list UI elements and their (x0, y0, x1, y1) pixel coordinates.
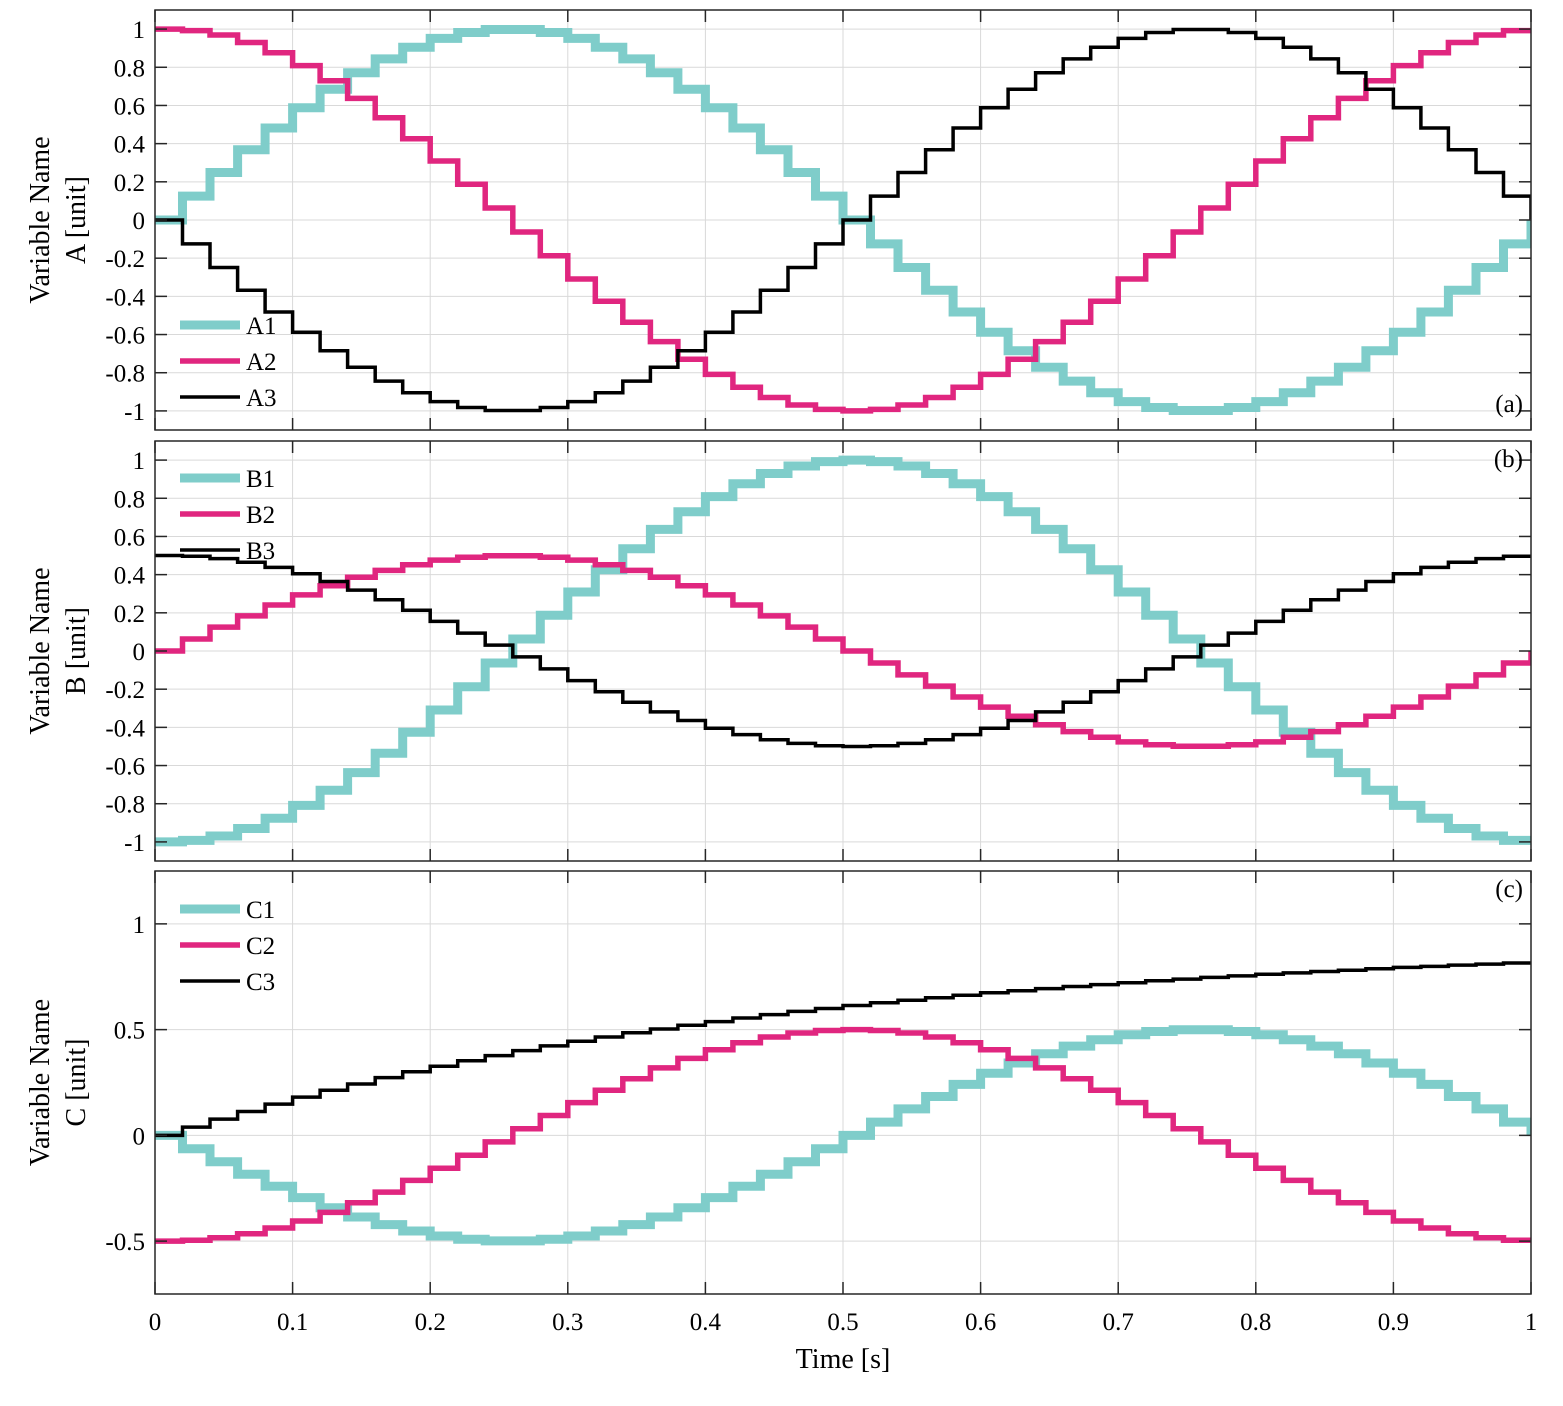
y-tick-label: 0.4 (114, 132, 146, 159)
y-tick-label: -0.2 (105, 246, 145, 273)
legend: A1 A2 A3 (180, 313, 277, 412)
y-tick-label: 0.5 (114, 1018, 145, 1045)
x-tick-label: 0.8 (1240, 1309, 1271, 1336)
panel-3: -0.5 0 0.5 1 Variable Name C [unit] (c) C1 C2 C3 (25, 870, 1532, 1295)
y-tick-label: 0.2 (114, 601, 145, 628)
legend-label-C2: C2 (246, 933, 275, 960)
y-axis-title: Variable Name C [unit] (25, 999, 92, 1166)
y-tick-label: -0.4 (105, 715, 145, 742)
series-B3 (155, 553, 1531, 749)
y-tick-label: 0 (133, 1123, 146, 1150)
x-tick-label: 0.3 (552, 1309, 583, 1336)
panel-label: (c) (1495, 876, 1523, 903)
ticks (154, 441, 1532, 861)
y-tick-label: 0.8 (114, 486, 145, 513)
legend-label-A3: A3 (246, 385, 277, 412)
y-tick-label: 0 (133, 208, 146, 235)
series-B2 (155, 552, 1531, 750)
x-tick-label: 0.2 (415, 1309, 446, 1336)
x-tick-label: 0.6 (965, 1309, 996, 1336)
panel-label: (b) (1494, 446, 1523, 473)
y-tick-label: 0.6 (114, 524, 145, 551)
y-tick-label: 0.8 (114, 55, 145, 82)
panels: -1 -0.8 -0.6 -0.4 -0.2 0 0.2 0.4 0.6 0.8 1 Variable… (25, 9, 1538, 1336)
series-C2 (155, 1026, 1531, 1244)
x-tick-label: 0.4 (690, 1309, 722, 1336)
legend-label-B3: B3 (246, 538, 275, 565)
ticks (154, 10, 1532, 430)
x-tick-labels: 0 0.1 0.2 0.3 0.4 0.5 0.6 0.7 0.8 0.9 1 (149, 1309, 1538, 1336)
panel-label: (a) (1495, 391, 1523, 418)
y-axis-title-line1: Variable Name (25, 999, 56, 1166)
y-tick-label: 0.2 (114, 170, 145, 197)
legend-label-C3: C3 (246, 969, 275, 996)
y-axis-title-line1: Variable Name (25, 136, 56, 303)
legend-label-B2: B2 (246, 502, 275, 529)
y-axis-title-line2: B [unit] (61, 607, 92, 695)
series-group (155, 455, 1531, 847)
y-tick-label: -0.2 (105, 677, 145, 704)
legend: B1 B2 B3 (180, 466, 275, 565)
y-axis-title-line2: A [unit] (61, 176, 92, 264)
series-group (155, 25, 1531, 415)
series-A3 (155, 27, 1531, 413)
y-tick-label: 1 (133, 912, 146, 939)
y-axis-title: Variable Name A [unit] (25, 136, 92, 303)
y-tick-label: 1 (133, 17, 146, 44)
y-tick-label: 1 (133, 448, 146, 475)
series-A2 (155, 26, 1531, 414)
y-tick-label: -0.6 (105, 323, 145, 350)
y-tick-label: -0.8 (105, 792, 145, 819)
y-tick-label: -0.5 (105, 1229, 145, 1256)
y-axis-title: Variable Name B [unit] (25, 567, 92, 734)
y-tick-label: -1 (124, 399, 145, 426)
y-tick-label: -1 (124, 830, 145, 857)
x-tick-label: 0.1 (277, 1309, 308, 1336)
y-tick-label: -0.6 (105, 754, 145, 781)
panel-2: -1 -0.8 -0.6 -0.4 -0.2 0 0.2 0.4 0.6 0.8 1 Variable… (25, 440, 1532, 862)
legend: C1 C2 C3 (180, 897, 275, 996)
x-tick-label: 0.9 (1378, 1309, 1409, 1336)
legend-label-C1: C1 (246, 897, 275, 924)
series-C1 (155, 1025, 1531, 1246)
y-tick-label: 0.6 (114, 93, 145, 120)
series-C3 (155, 961, 1531, 1138)
y-tick-label: -0.8 (105, 361, 145, 388)
y-axis-title-line2: C [unit] (61, 1039, 92, 1127)
x-tick-label: 1 (1525, 1309, 1538, 1336)
y-tick-label: -0.4 (105, 284, 145, 311)
legend-label-B1: B1 (246, 466, 275, 493)
y-tick-label: 0 (133, 639, 146, 666)
ticks (154, 871, 1532, 1294)
panel-1: -1 -0.8 -0.6 -0.4 -0.2 0 0.2 0.4 0.6 0.8 1 Variable… (25, 9, 1532, 431)
x-tick-label: 0.7 (1103, 1309, 1134, 1336)
x-tick-label: 0 (149, 1309, 162, 1336)
legend-label-A2: A2 (246, 349, 277, 376)
legend-label-A1: A1 (246, 313, 277, 340)
x-axis-title: Time [s] (796, 1344, 891, 1375)
series-group (155, 961, 1531, 1246)
y-axis-title-line1: Variable Name (25, 567, 56, 734)
x-tick-label: 0.5 (827, 1309, 858, 1336)
y-tick-label: 0.4 (114, 563, 146, 590)
